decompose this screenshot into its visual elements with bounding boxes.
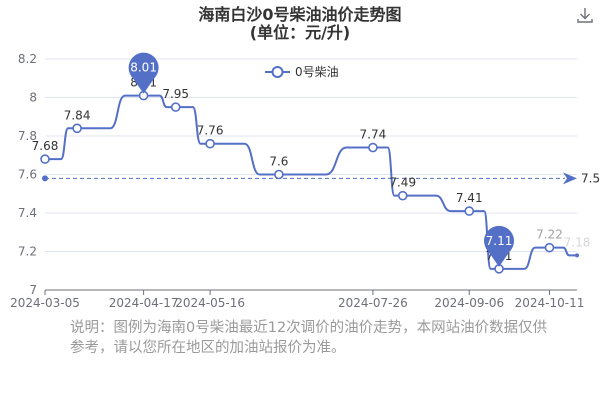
x-tick-label: 2024-04-17	[109, 296, 179, 310]
data-point	[464, 206, 475, 216]
data-label: 7.74	[360, 128, 387, 142]
data-label: 7.84	[64, 108, 91, 122]
data-point	[170, 102, 181, 112]
legend-symbol	[271, 66, 284, 78]
legend-label: 0号柴油	[295, 65, 339, 79]
data-label: 7.6	[269, 155, 288, 169]
y-tick-label: 7.2	[18, 245, 37, 259]
y-tick-label: 7	[29, 283, 37, 297]
chart-subtitle: (单位：元/升)	[249, 23, 351, 42]
average-line-label: 7.5	[581, 171, 600, 185]
y-tick-label: 7.6	[18, 168, 37, 182]
x-tick-label: 2024-10-11	[515, 296, 585, 310]
data-label: 7.76	[197, 124, 224, 138]
x-tick-label: 2024-03-05	[10, 296, 80, 310]
series-line	[45, 94, 577, 270]
data-point	[72, 123, 82, 134]
min-marker-pin	[484, 225, 515, 267]
max-marker-label: 8.01	[130, 61, 157, 75]
data-point	[274, 169, 284, 180]
data-label: 7.68	[32, 139, 59, 153]
data-point	[397, 190, 408, 201]
x-tick-label: 2024-05-16	[175, 296, 245, 310]
chart-title: 海南白沙0号柴油油价走势图	[198, 5, 402, 24]
chart-note: 说明：图例为海南0号柴油最近12次调价的油价走势，本网站油价数据仅供参考，请以您…	[70, 320, 548, 356]
data-label: 7.95	[162, 87, 189, 101]
x-tick-label: 2024-09-06	[434, 296, 504, 310]
min-marker-label: 7.11	[486, 234, 513, 248]
data-point	[40, 154, 50, 164]
average-line-arrow	[563, 172, 577, 185]
data-point	[575, 253, 579, 258]
x-tick-label: 2024-07-26	[338, 296, 408, 310]
data-point	[205, 138, 215, 149]
y-tick-label: 7.8	[18, 129, 37, 143]
data-point	[544, 242, 555, 253]
y-tick-label: 7.4	[18, 206, 37, 220]
data-label: 7.41	[456, 191, 483, 205]
data-point	[368, 142, 378, 153]
download-icon[interactable]	[576, 6, 594, 24]
y-tick-label: 8.2	[18, 52, 37, 66]
y-tick-label: 8	[29, 91, 37, 105]
data-label: 7.18	[564, 235, 591, 249]
data-label: 7.22	[536, 228, 563, 242]
max-marker-pin	[128, 52, 159, 94]
data-label: 7.49	[389, 176, 416, 190]
